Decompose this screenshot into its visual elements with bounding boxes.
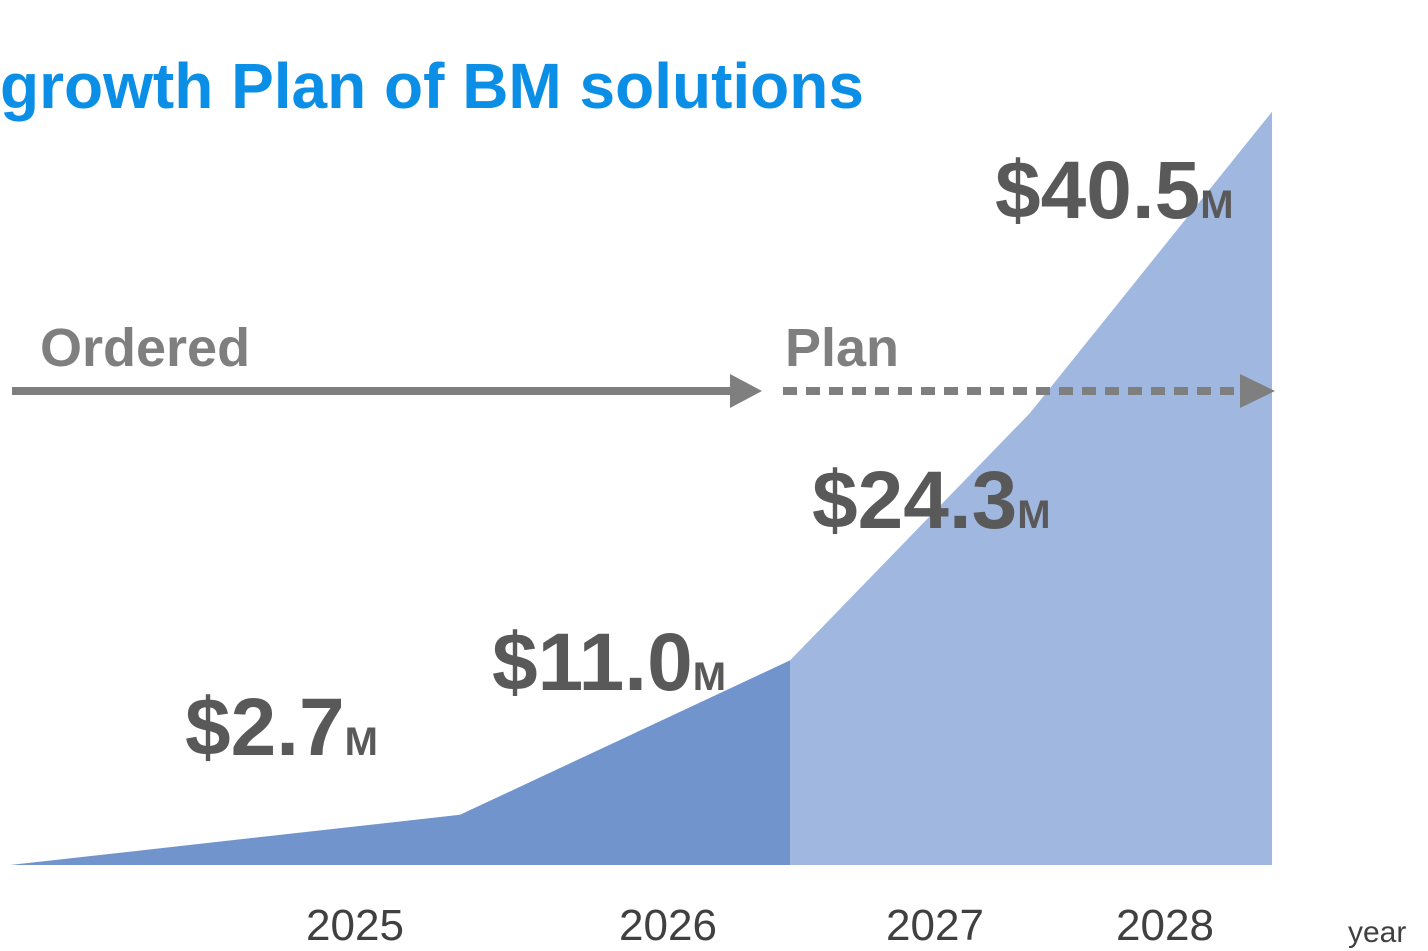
value-label: $2.7M: [185, 682, 378, 773]
x-tick-label: 2026: [619, 901, 717, 950]
chart-title: growth Plan of BM solutions: [0, 50, 864, 122]
value-label: $40.5M: [995, 145, 1234, 236]
x-axis-label: year: [1348, 916, 1406, 949]
plan-arrowhead: [1240, 374, 1275, 408]
x-tick-label: 2027: [886, 901, 984, 950]
area-layer: [10, 111, 1272, 865]
value-label: $11.0M: [492, 617, 726, 708]
segment-label: Ordered: [40, 318, 250, 378]
area-ordered: [10, 660, 790, 865]
area-plan: [790, 111, 1272, 865]
x-tick-label: 2025: [306, 901, 404, 950]
x-tick-label: 2028: [1116, 901, 1214, 950]
value-label: $24.3M: [812, 455, 1051, 546]
ordered-arrowhead: [730, 374, 762, 408]
segment-label: Plan: [785, 318, 899, 378]
